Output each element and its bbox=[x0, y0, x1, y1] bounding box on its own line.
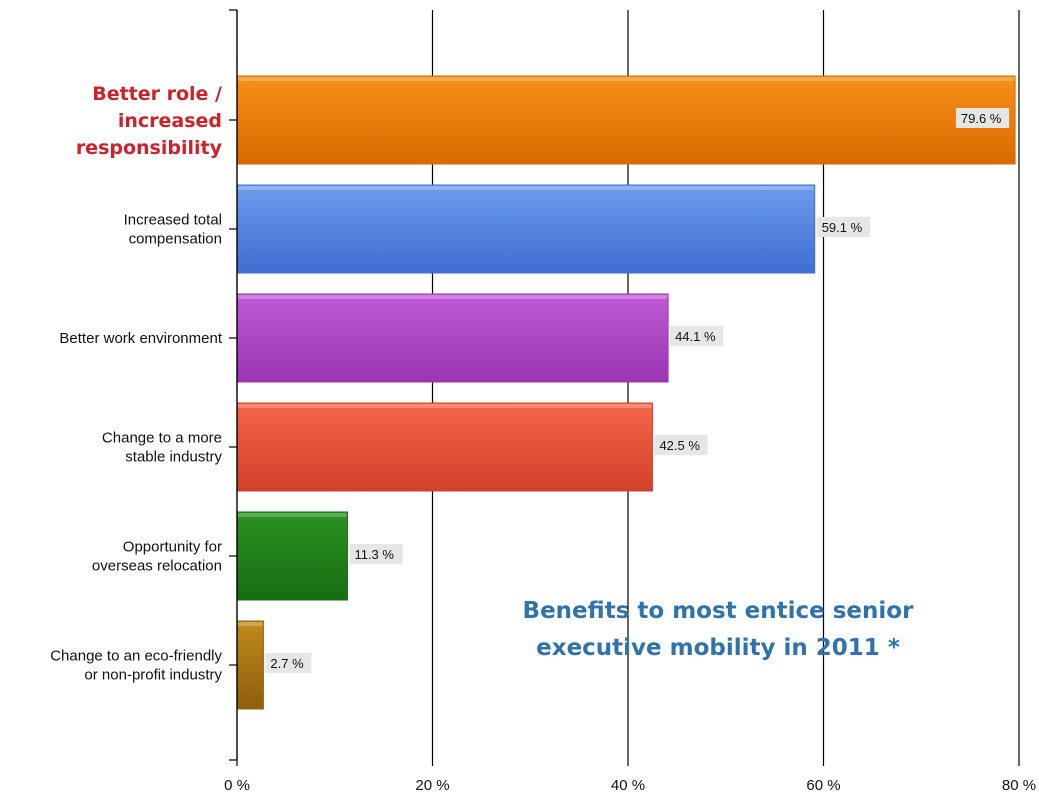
bar bbox=[236, 402, 653, 492]
labels-layer: 79.6 % 59.1 % 44.1 % 42.5 % 11.3 % 2.7 % bbox=[265, 108, 1010, 673]
bar-sheen bbox=[238, 513, 347, 517]
bar bbox=[236, 75, 1016, 165]
data-label: 11.3 % bbox=[354, 547, 394, 562]
bar-sheen bbox=[238, 622, 263, 626]
bar bbox=[236, 293, 669, 383]
data-label: 44.1 % bbox=[675, 329, 716, 344]
bar bbox=[236, 511, 348, 601]
data-label-bg bbox=[670, 326, 724, 346]
data-label: 79.6 % bbox=[961, 111, 1002, 126]
bar-sheen bbox=[238, 295, 668, 299]
x-tick-label: 60 % bbox=[806, 777, 840, 794]
category-label: Opportunity for overseas relocation bbox=[92, 539, 222, 575]
category-label: Better role / increased responsibility bbox=[76, 83, 223, 159]
data-label: 2.7 % bbox=[270, 656, 304, 671]
category-label: Change to an eco-friendly or non-profit i… bbox=[50, 648, 222, 684]
data-label-bg bbox=[955, 108, 1010, 128]
axis-layer: 0 % 20 % 40 % 60 % 80 % Better role / increase… bbox=[50, 9, 1036, 794]
category-label: Better work environment bbox=[59, 330, 222, 347]
bar-sheen bbox=[238, 186, 814, 190]
category-label: Change to a more stable industry bbox=[102, 430, 223, 466]
chart-annotation: Benefits to most entice senior executive … bbox=[523, 598, 915, 661]
bar-sheen bbox=[238, 404, 652, 408]
x-tick-label: 40 % bbox=[611, 777, 645, 794]
x-tick-label: 0 % bbox=[224, 777, 250, 794]
category-label: Increased total compensation bbox=[124, 212, 222, 248]
data-label-bg bbox=[265, 653, 312, 673]
bar-sheen bbox=[238, 77, 1015, 81]
data-label-bg bbox=[349, 544, 403, 564]
data-label-bg bbox=[816, 217, 870, 237]
bar bbox=[236, 184, 816, 274]
x-tick-label: 20 % bbox=[415, 777, 449, 794]
x-tick-label: 80 % bbox=[1002, 777, 1036, 794]
data-label: 59.1 % bbox=[822, 220, 863, 235]
data-label: 42.5 % bbox=[659, 438, 700, 453]
bars-layer bbox=[236, 75, 1016, 710]
bar bbox=[236, 620, 264, 710]
data-label-bg bbox=[654, 435, 708, 455]
